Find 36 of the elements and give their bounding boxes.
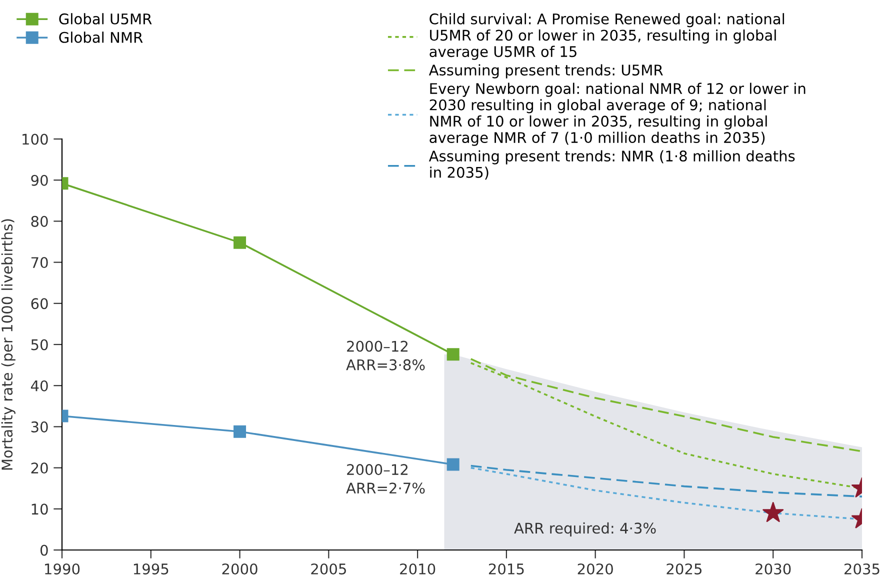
annotation: 2000–12 ARR=3·8% <box>346 340 425 370</box>
x-tick-label: 2010 <box>400 563 436 574</box>
y-tick-label: 20 <box>31 462 48 474</box>
y-tick-label: 30 <box>31 421 48 432</box>
y-tick-label: 50 <box>31 339 48 350</box>
annotation: ARR required: 4·3% <box>514 522 656 537</box>
point <box>446 348 460 361</box>
y-tick-label: 40 <box>30 380 48 392</box>
y-axis-title: Mortality rate (per 1000 livebirths) <box>1 219 16 470</box>
y-tick-label: 70 <box>31 257 48 268</box>
x-tick-label: 1990 <box>45 563 80 574</box>
x-tick-label: 2030 <box>756 563 791 574</box>
x-tick-label: 1995 <box>134 563 168 574</box>
legend-label: Global U5MR <box>59 13 152 24</box>
y-tick-label: 100 <box>22 134 48 145</box>
y-tick-label: 10 <box>32 504 48 515</box>
y-tick-label: 0 <box>40 544 48 556</box>
point <box>234 236 246 249</box>
annotation: 2000–12 ARR=2·7% <box>346 464 425 494</box>
x-tick-label: 2005 <box>311 563 346 574</box>
legend-label: Child survival: A Promise Renewed goal: national U5MR of 20 or lower in 2035, resulting in global average U5MR of 15 <box>430 13 784 60</box>
y-tick-label: 60 <box>31 298 48 310</box>
point <box>446 458 460 471</box>
x-tick-label: 2000 <box>222 563 258 574</box>
legend-label: Assuming present trends: U5MR <box>428 64 663 78</box>
legend-label: Every Newborn goal: national NMR of 12 or lower in 2030 resulting in global average of 9; national NMR of 10 or lower in 2035, resulting in global average NMR of 7 (1·0 million deaths in 2035) <box>430 82 806 146</box>
y-tick-label: 90 <box>31 174 48 186</box>
legend-label: Assuming present trends: NMR (1·8 million deaths in 2035) <box>428 150 795 180</box>
line-series <box>470 464 862 498</box>
x-tick-label: 2025 <box>666 563 702 574</box>
y-tick-label: 80 <box>31 216 48 227</box>
point <box>234 425 246 438</box>
x-tick-label: 2020 <box>578 563 613 574</box>
legend-label: Global NMR <box>59 32 143 43</box>
x-tick-label: 2015 <box>488 563 524 574</box>
x-tick-label: 2035 <box>844 563 880 574</box>
